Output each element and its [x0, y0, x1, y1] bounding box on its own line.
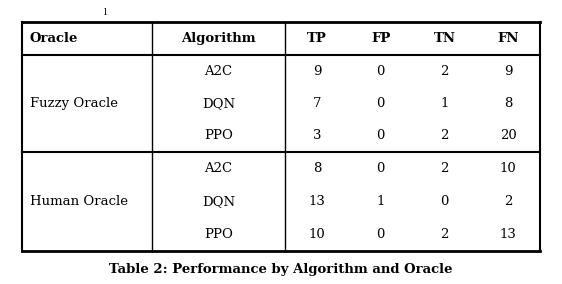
Text: 13: 13 [309, 195, 325, 208]
Text: TP: TP [307, 32, 327, 45]
Text: PPO: PPO [204, 129, 233, 142]
Text: 0: 0 [377, 65, 385, 78]
Text: 9: 9 [504, 65, 513, 78]
Text: 20: 20 [500, 129, 516, 142]
Text: 2: 2 [440, 162, 448, 175]
Text: PPO: PPO [204, 228, 233, 241]
Text: Fuzzy Oracle: Fuzzy Oracle [30, 97, 118, 110]
Text: DQN: DQN [202, 195, 235, 208]
Text: 7: 7 [312, 97, 321, 110]
Text: 2: 2 [504, 195, 513, 208]
Text: DQN: DQN [202, 97, 235, 110]
Text: 0: 0 [440, 195, 448, 208]
Text: 10: 10 [309, 228, 325, 241]
Text: 8: 8 [504, 97, 513, 110]
Text: l: l [103, 8, 107, 17]
Text: 0: 0 [377, 162, 385, 175]
Text: 3: 3 [312, 129, 321, 142]
Text: 2: 2 [440, 65, 448, 78]
Text: TN: TN [433, 32, 455, 45]
Text: A2C: A2C [205, 65, 233, 78]
Text: Oracle: Oracle [30, 32, 78, 45]
Text: 8: 8 [312, 162, 321, 175]
Text: A2C: A2C [205, 162, 233, 175]
Text: 2: 2 [440, 228, 448, 241]
Text: 10: 10 [500, 162, 516, 175]
Text: 9: 9 [312, 65, 321, 78]
Text: 13: 13 [500, 228, 516, 241]
Text: Table 2: Performance by Algorithm and Oracle: Table 2: Performance by Algorithm and Or… [109, 263, 453, 276]
Text: 0: 0 [377, 97, 385, 110]
Text: Algorithm: Algorithm [181, 32, 256, 45]
Text: 1: 1 [377, 195, 385, 208]
Text: Human Oracle: Human Oracle [30, 195, 128, 208]
Text: 0: 0 [377, 129, 385, 142]
Text: 0: 0 [377, 228, 385, 241]
Text: FP: FP [371, 32, 391, 45]
Text: 2: 2 [440, 129, 448, 142]
Text: 1: 1 [440, 97, 448, 110]
Text: FN: FN [497, 32, 519, 45]
